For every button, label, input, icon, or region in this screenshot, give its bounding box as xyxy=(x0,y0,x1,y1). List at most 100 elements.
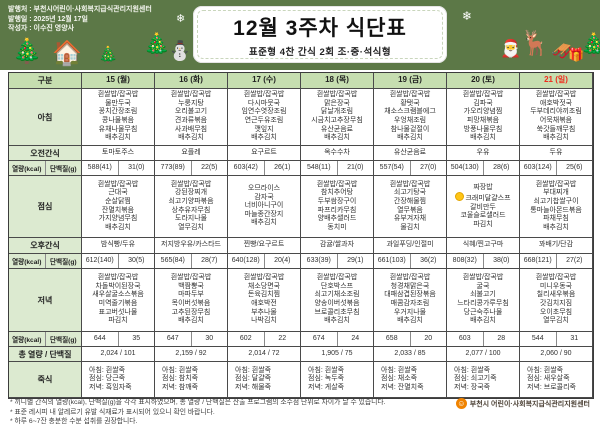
reindeer-icon: 🦌 xyxy=(520,30,550,57)
menu-line: 너비아니구이 xyxy=(244,202,284,210)
kcal-value: 668(121) xyxy=(520,254,557,268)
energy-cell: 548(11) 21(0) xyxy=(301,161,374,176)
menu-line: 저녁: 해물죽 xyxy=(235,383,272,391)
page-subtitle: 표준형 4찬 간식 2회 조·중·석식형 xyxy=(248,46,392,58)
menu-line: 닭날개조림 xyxy=(320,108,354,116)
menu-line: 파채무침 xyxy=(543,215,569,223)
title-card: 12월 3주차 식단표 표준형 4찬 간식 2회 조·중·석식형 xyxy=(193,6,447,63)
energy-cell: 644 35 xyxy=(82,332,155,347)
menu-cell: 흰쌀밥/잡곡밥 참치추어탕 두부쌈장구이 파프리카무침 양배추샐러드 동치미 xyxy=(301,176,374,238)
day-header-cell: 17 (수) xyxy=(228,73,301,89)
menu-cell: 아침: 흰쌀죽 점심: 참치죽 저녁: 참깨죽 xyxy=(155,362,228,398)
menu-line: 흰쌀밥/잡곡밥 xyxy=(389,274,431,282)
menu-line: 흰쌀밥/잡곡밥 xyxy=(316,180,358,188)
table-row: 열량(kcal) 단백질(g) 588(41) 31(0) 773(89) 22(5) 60… xyxy=(9,161,593,176)
value-cell: 요구르트 xyxy=(228,146,301,161)
menu-line: 점심: 참치죽 xyxy=(162,375,199,383)
value-cell: 2,060 / 90 xyxy=(520,347,593,362)
protein-value: 25(6) xyxy=(566,163,583,171)
value-cell: 감귤/쌀과자 xyxy=(301,238,374,254)
value-cell: 찐빵/요구르트 xyxy=(228,238,301,254)
footnote-line: * 하루 6~7잔 충분한 수분 섭취를 권장합니다. xyxy=(10,418,138,424)
menu-line: 저녁: 게살죽 xyxy=(308,383,345,391)
christmas-tree-icon: 🎄 xyxy=(580,32,600,57)
protein-value: 20 xyxy=(424,334,433,342)
menu-line: 흰쌀밥/잡곡밥 xyxy=(316,274,358,282)
menu-line: 쇠불고기 xyxy=(470,291,496,299)
menu-line: 흰쌀밥/잡곡밥 xyxy=(535,274,577,282)
menu-line: 갈비만두 xyxy=(470,203,496,211)
menu-line: 도라지나물 xyxy=(174,215,208,223)
menu-line: 차돌박이된장국 xyxy=(95,282,141,290)
menu-line: 양송이버섯볶음 xyxy=(314,300,360,307)
menu-cell: 흰쌀밥/잡곡밥 청경채맑은국 대패삼겹된장볶음 매콤감자조림 우거지나물 배추김치 xyxy=(374,269,447,332)
menu-line: 배추김치 xyxy=(105,223,131,231)
menu-line: 참나물겉절이 xyxy=(390,125,430,133)
menu-line: 쇠고기양파볶음 xyxy=(168,197,214,205)
menu-line: 흰쌀밥/잡곡밥 xyxy=(462,274,504,282)
kcal-value: 612(140) xyxy=(82,254,119,268)
value-cell: 밤식빵/두유 xyxy=(82,238,155,254)
menu-line: 배추김치 xyxy=(470,317,496,325)
sled-icon: 🛷 xyxy=(551,41,574,61)
menu-line: 쇠고기찹쌀구이 xyxy=(533,197,579,205)
row-label-cell: 아침 xyxy=(9,89,82,146)
menu-line: 갓김치지짐 xyxy=(539,300,573,307)
protein-value: 35 xyxy=(132,334,141,342)
day-header-cell: 15 (월) xyxy=(82,73,155,89)
value-cell: 토마토주스 xyxy=(82,146,155,161)
energy-cell: 504(130) 28(6) xyxy=(447,161,520,176)
menu-line: 배추김치 xyxy=(251,219,277,227)
menu-line: 브로콜리초무침 xyxy=(314,308,360,316)
menu-cell: 흰쌀밥/잡곡밥 차돌박이된장국 새우살굴소스볶음 미역줄기볶음 표고버섯나물 파김치 xyxy=(82,269,155,332)
day-header-cell: 21 (일) xyxy=(520,73,593,89)
menu-cell: 흰쌀밥/잡곡밥 근대국 순살닭찜 잔멸치볶음 가지양념무침 배추김치 xyxy=(82,176,155,238)
row-label-cell: 죽식 xyxy=(9,362,82,398)
corner-label-cell: 구분 xyxy=(9,73,82,89)
menu-cell: 흰쌀밥/잡곡밥 물만두국 꽁치간장조림 콩나물볶음 유채나물무침 배추김치 xyxy=(82,89,155,146)
publish-date-line: 발행일 : 2025년 12월 17일 xyxy=(8,15,88,23)
menu-cell: 아침: 흰쌀죽 점심: 달걀죽 저녁: 해물죽 xyxy=(228,362,301,398)
menu-line: 배추김치 xyxy=(397,134,423,142)
menu-line: 흰쌀밥/잡곡밥 xyxy=(170,180,212,188)
protein-value: 22 xyxy=(278,334,287,342)
day-header-cell: 18 (목) xyxy=(301,73,374,89)
menu-line: 물만두국 xyxy=(105,99,131,107)
menu-line: 쇠고기탕국 xyxy=(393,189,427,197)
day-header-cell: 19 (금) xyxy=(374,73,447,89)
menu-cell: 아침: 흰쌀죽 점심: 새우살죽 저녁: 브로콜리죽 xyxy=(520,362,593,398)
menu-line: 강된장찌개 xyxy=(174,189,208,197)
energy-cell: 668(121) 27(2) xyxy=(520,254,593,269)
menu-line: 근대국 xyxy=(108,189,128,197)
footnote-line: * 끼니별 간식의 열량(kcal), 단백질(g)을 각각 표시하였으며, 총… xyxy=(10,399,386,406)
menu-cell: 흰쌀밥/잡곡밥 단호박스프 쇠고기채소조림 양송이버섯볶음 브로콜리초무침 배추김치 xyxy=(301,269,374,332)
protein-value: 31(0) xyxy=(128,163,145,171)
menu-line: 아침: 흰쌀죽 xyxy=(454,366,491,374)
menu-line: 아침: 흰쌀죽 xyxy=(162,366,199,374)
menu-line: 저녁: 흑임자죽 xyxy=(89,383,132,391)
protein-value: 29(1) xyxy=(347,256,364,264)
menu-line: 유부겨자채 xyxy=(393,215,427,223)
value-cell: 요플레 xyxy=(155,146,228,161)
kcal-value: 661(103) xyxy=(374,254,411,268)
menu-line: 점심: 새우살죽 xyxy=(527,375,570,383)
day-header-cell: 16 (화) xyxy=(155,73,228,89)
protein-value: 24 xyxy=(351,334,360,342)
kcal-value: 773(89) xyxy=(155,161,192,175)
menu-line: 저녁: 브로콜리죽 xyxy=(527,383,576,391)
table-row: 죽식 아침: 흰쌀죽 점심: 당근죽 저녁: 흑임자죽 아침: 흰쌀죽 점심: 참치죽 저녁… xyxy=(9,362,593,398)
table-row: 오후간식 밤식빵/두유 저지방우유/카스타드 찐빵/요구르트 감귤/쌀과자 과일푸딩/인절… xyxy=(9,238,593,254)
menu-cell: 흰쌀밥/잡곡밥 쇠고기탕국 간장해물찜 열무볶음 유부겨자채 물김치 xyxy=(374,176,447,238)
kcal-value: 557(54) xyxy=(374,161,411,175)
menu-line: 흰쌀밥/잡곡밥 xyxy=(316,91,358,99)
menu-line: 부대찌개 xyxy=(543,189,569,197)
menu-line: 애호박전 xyxy=(251,300,277,307)
kcal-value: 640(128) xyxy=(228,254,265,268)
value-cell: 저지방우유/카스타드 xyxy=(155,238,228,254)
menu-line: 동치미 xyxy=(327,223,347,231)
energy-kcal-label: 열량(kcal) xyxy=(9,161,46,175)
center-logo-icon: ☺ xyxy=(455,398,467,409)
menu-line: 흰쌀밥/잡곡밥 xyxy=(243,274,285,282)
protein-value: 31 xyxy=(570,334,579,342)
menu-line: 통마늘아몬드볶음 xyxy=(530,206,582,214)
